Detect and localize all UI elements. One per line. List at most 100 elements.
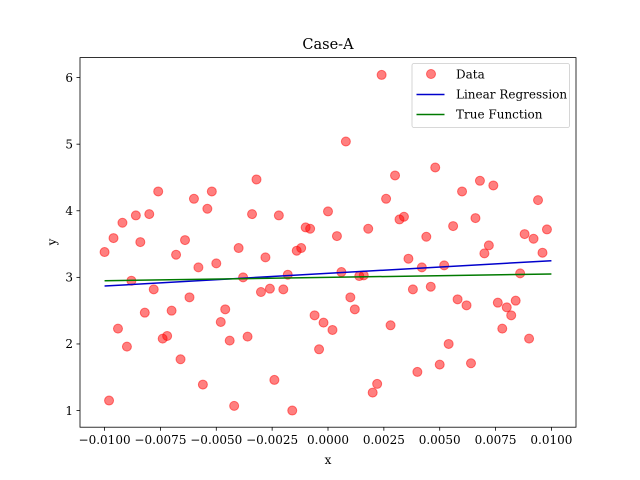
lines	[104, 259, 552, 287]
data-point	[166, 305, 177, 316]
data-point	[452, 294, 463, 305]
data-point	[202, 203, 213, 214]
data-point	[327, 324, 338, 335]
data-point	[220, 304, 231, 315]
x-tick-label: −0.0100	[79, 433, 131, 447]
data-point	[372, 378, 383, 389]
y-tick-label: 2	[65, 337, 73, 351]
data-point	[381, 193, 392, 204]
legend-label-data: Data	[456, 68, 485, 82]
legend: Data Linear Regression True Function	[411, 63, 570, 128]
data-point	[506, 310, 517, 321]
data-point	[148, 284, 159, 295]
data-point	[108, 233, 119, 244]
data-point	[510, 295, 521, 306]
data-point	[135, 237, 146, 248]
y-tick-label: 4	[65, 204, 73, 218]
data-point	[287, 405, 298, 416]
data-point	[345, 292, 356, 303]
data-point	[139, 307, 150, 318]
data-point	[376, 69, 387, 80]
data-point	[144, 209, 155, 220]
data-point	[363, 223, 374, 234]
y-tick-label: 6	[65, 71, 73, 85]
data-point	[403, 253, 414, 264]
data-point	[331, 231, 342, 242]
data-point	[497, 323, 508, 334]
data-point	[385, 320, 396, 331]
data-point	[533, 195, 544, 206]
regression-line	[104, 259, 552, 287]
y-tick-label: 5	[65, 137, 73, 151]
data-point	[130, 210, 141, 221]
data-point	[465, 358, 476, 369]
data-point	[461, 300, 472, 311]
data-point	[515, 268, 526, 279]
data-point	[314, 344, 325, 355]
data-point	[349, 304, 360, 315]
legend-label-true-function: True Function	[456, 108, 543, 122]
x-axis-label: x	[325, 453, 332, 467]
data-point	[255, 287, 266, 298]
data-point	[278, 284, 289, 295]
data-point	[296, 243, 307, 254]
data-point	[162, 330, 173, 341]
data-point	[474, 175, 485, 186]
x-tick-label: 0.0025	[363, 433, 405, 447]
data-point	[233, 243, 244, 254]
data-point	[153, 186, 164, 197]
data-point	[340, 136, 351, 147]
data-point	[197, 379, 208, 390]
data-point	[390, 170, 401, 181]
data-point	[215, 316, 226, 327]
data-point	[175, 354, 186, 365]
data-point	[273, 210, 284, 221]
data-point	[180, 235, 191, 246]
data-point	[184, 292, 195, 303]
data-point	[537, 247, 548, 258]
data-point	[412, 366, 423, 377]
data-point	[398, 211, 409, 222]
legend-box	[411, 63, 570, 128]
x-tick-label: 0.0050	[419, 433, 461, 447]
data-point	[104, 395, 115, 406]
data-point	[211, 258, 222, 269]
data-point	[439, 260, 450, 271]
data-point	[99, 247, 110, 258]
data-point	[318, 317, 329, 328]
data-point	[193, 262, 204, 273]
data-point	[430, 162, 441, 173]
data-point	[421, 231, 432, 242]
data-point	[224, 335, 235, 346]
y-axis-ticks: 1 2 3 4 5 6	[65, 71, 80, 418]
data-point	[524, 333, 535, 344]
y-axis-label: y	[45, 238, 59, 246]
data-point	[260, 252, 271, 263]
data-point	[492, 297, 503, 308]
data-point	[488, 180, 499, 191]
x-tick-label: −0.0050	[190, 433, 242, 447]
chart-title: Case-A	[302, 37, 354, 53]
data-point	[112, 323, 123, 334]
true-function-line	[104, 273, 552, 282]
data-point	[443, 338, 454, 349]
data-point	[519, 229, 530, 240]
data-point	[309, 310, 320, 321]
data-point	[206, 186, 217, 197]
legend-marker-data	[426, 69, 436, 79]
data-point	[367, 387, 378, 398]
data-point	[305, 223, 316, 234]
data-point	[434, 359, 445, 370]
x-tick-label: 0.0000	[307, 433, 349, 447]
data-point	[121, 341, 132, 352]
data-point	[229, 400, 240, 411]
data-point	[117, 217, 128, 228]
data-point	[323, 206, 333, 217]
y-tick-label: 3	[65, 271, 73, 285]
data-point	[251, 174, 262, 185]
data-point	[457, 186, 468, 197]
data-point	[188, 193, 199, 204]
data-point	[247, 209, 258, 220]
x-tick-label: −0.0075	[134, 433, 186, 447]
